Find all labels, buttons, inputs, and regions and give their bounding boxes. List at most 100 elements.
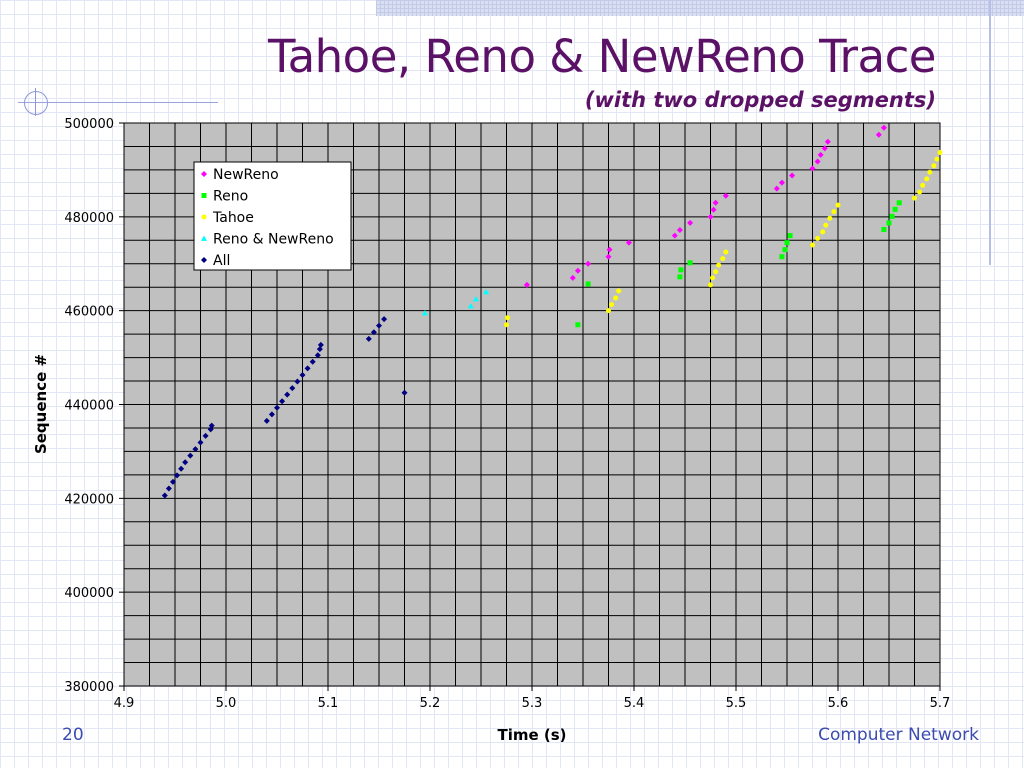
data-point-tahoe <box>504 322 509 328</box>
legend-label-reno-and-newreno: Reno & NewReno <box>213 232 334 248</box>
data-point-all <box>289 385 296 392</box>
x-tick-label: 4.9 <box>114 696 135 711</box>
slide-number: 20 <box>62 725 84 745</box>
data-point-newreno <box>722 192 729 199</box>
data-point-all <box>274 404 280 411</box>
data-point-tahoe <box>613 295 619 301</box>
data-point-reno <box>678 267 684 273</box>
slide-title: Tahoe, Reno & NewReno Trace <box>268 30 936 83</box>
data-point-newreno <box>814 158 821 165</box>
data-point-tahoe <box>931 163 937 169</box>
data-point-tahoe <box>720 256 726 262</box>
data-point-all <box>178 465 185 472</box>
data-point-newreno <box>671 232 678 239</box>
data-point-reno <box>687 260 693 266</box>
data-point-all <box>192 446 199 453</box>
y-tick-label: 500000 <box>64 117 114 132</box>
decorative-circle-icon <box>24 91 48 115</box>
data-point-tahoe <box>713 269 719 275</box>
x-tick-label: 5.3 <box>522 696 543 711</box>
data-point-reno <box>886 220 892 226</box>
data-point-newreno <box>707 213 714 220</box>
data-point-newreno <box>523 281 530 288</box>
data-point-tahoe <box>708 282 713 288</box>
data-point-all <box>208 422 215 429</box>
y-tick-label: 420000 <box>64 492 114 507</box>
x-tick-label: 5.1 <box>318 696 339 711</box>
data-point-tahoe <box>505 315 511 321</box>
data-point-newreno <box>712 199 719 206</box>
data-point-all <box>316 346 323 353</box>
decorative-crosshair-line <box>35 88 36 116</box>
legend-box <box>193 161 352 271</box>
data-point-reno-and-newreno <box>467 302 474 309</box>
data-point-all <box>314 352 321 359</box>
legend-label-newreno: NewReno <box>213 167 279 183</box>
data-point-all <box>202 432 209 439</box>
data-point-all <box>365 335 372 342</box>
data-point-newreno <box>809 165 816 172</box>
data-point-tahoe <box>723 249 729 255</box>
data-point-newreno <box>880 124 887 131</box>
x-axis-label: Time (s) <box>497 726 566 744</box>
legend-label-all: All <box>213 253 230 269</box>
data-point-newreno <box>606 246 613 253</box>
data-point-tahoe <box>831 209 837 215</box>
legend-marker-reno <box>201 193 207 198</box>
y-tick-label: 380000 <box>64 680 114 695</box>
data-point-tahoe <box>710 275 716 281</box>
data-point-all <box>304 365 311 372</box>
data-point-all <box>317 341 324 348</box>
data-point-reno <box>881 227 887 233</box>
legend-marker-all <box>201 257 207 263</box>
x-tick-label: 5.5 <box>726 696 747 711</box>
data-point-tahoe <box>827 215 833 221</box>
data-point-newreno <box>676 226 683 233</box>
data-point-newreno <box>605 253 612 260</box>
data-point-all <box>174 472 181 479</box>
data-point-all <box>279 398 286 405</box>
y-axis-label: Sequence # <box>32 354 50 454</box>
data-point-tahoe <box>912 195 917 201</box>
data-point-newreno <box>773 185 780 192</box>
data-point-all <box>161 492 168 499</box>
data-point-tahoe <box>616 288 622 294</box>
data-point-newreno <box>710 206 717 213</box>
data-point-tahoe <box>609 302 615 308</box>
data-point-all <box>381 316 388 323</box>
data-point-reno <box>889 213 895 219</box>
y-tick-label: 400000 <box>64 586 114 601</box>
data-point-all <box>370 329 377 336</box>
y-tick-label: 460000 <box>64 305 114 320</box>
data-point-reno <box>575 322 581 328</box>
data-point-all <box>263 417 270 424</box>
data-point-newreno <box>817 151 824 158</box>
data-point-all <box>182 459 189 466</box>
data-point-all <box>284 391 291 398</box>
data-point-newreno <box>687 219 694 226</box>
data-point-tahoe <box>606 308 611 314</box>
data-point-newreno <box>625 239 632 246</box>
legend-marker-newreno <box>201 171 207 177</box>
data-point-tahoe <box>937 150 943 156</box>
data-point-all <box>165 485 172 492</box>
decorative-horizontal-line <box>18 102 218 103</box>
data-point-reno <box>782 247 788 253</box>
y-tick-label: 480000 <box>64 211 114 226</box>
data-point-reno <box>585 281 591 287</box>
legend-marker-tahoe <box>201 214 207 220</box>
data-point-reno <box>787 233 793 239</box>
data-point-tahoe <box>917 189 923 195</box>
x-tick-label: 5.7 <box>930 696 951 711</box>
data-point-all <box>299 371 306 378</box>
data-point-tahoe <box>927 169 933 175</box>
data-point-reno <box>677 274 683 280</box>
data-point-all <box>294 378 301 385</box>
data-point-tahoe <box>815 235 821 241</box>
data-point-reno-and-newreno <box>483 288 490 295</box>
data-point-tahoe <box>823 222 829 228</box>
x-tick-label: 5.4 <box>624 696 645 711</box>
data-point-tahoe <box>934 156 940 162</box>
data-point-all <box>309 358 316 365</box>
